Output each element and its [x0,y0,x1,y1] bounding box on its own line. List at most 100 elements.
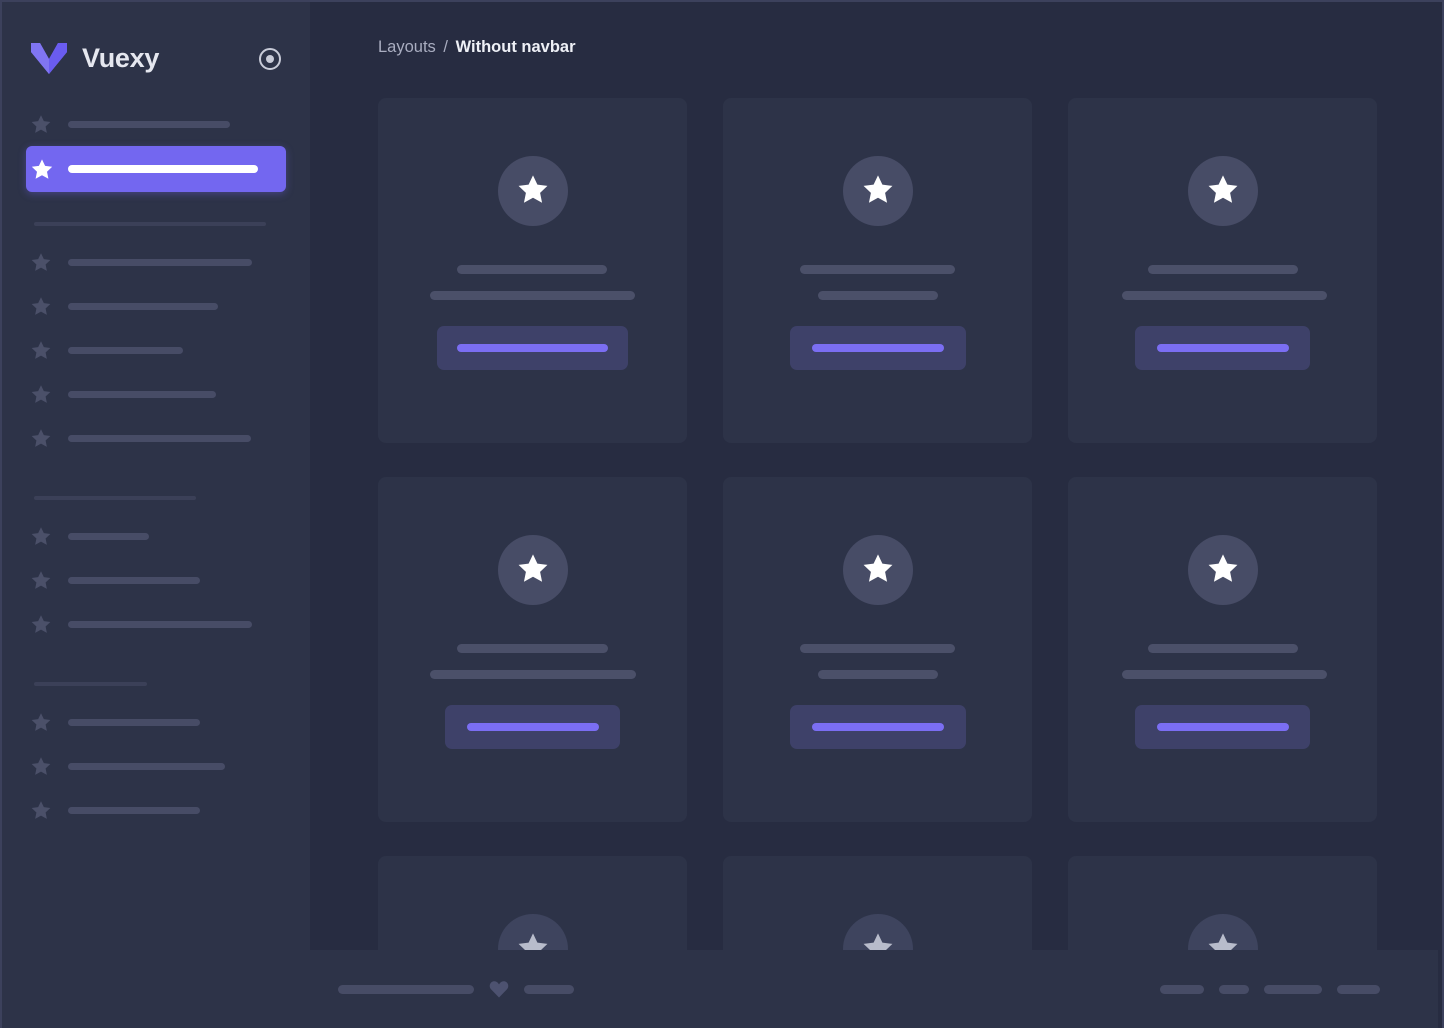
sidebar-spacer [2,646,310,682]
heart-icon [488,978,510,1000]
sidebar-brand[interactable]: Vuexy [2,2,310,114]
card-action-button-label [1156,344,1289,352]
content-area: Layouts / Without navbar [310,2,1442,1028]
sidebar-item-12[interactable] [2,558,310,602]
star-icon [30,569,52,591]
sidebar-item-label [68,346,183,354]
sidebar-item-label [68,532,149,540]
footer-text-placeholder-1 [338,984,474,994]
sidebar-spacer [2,686,310,700]
sidebar-item-label [68,258,252,266]
footer-right-links [1160,984,1380,994]
footer-link-placeholder-4[interactable] [1337,984,1380,994]
sidebar-item-0[interactable] [2,102,310,146]
card-action-button-label [466,723,599,731]
sidebar-item-13[interactable] [2,602,310,646]
card-subtitle-placeholder [1122,291,1327,300]
card-text-placeholders [723,265,1032,317]
card-title-placeholder [1148,265,1298,274]
content-card[interactable] [378,477,687,822]
star-icon [30,427,52,449]
sidebar-item-label [68,718,200,726]
avatar [497,535,568,605]
sidebar-item-label [68,762,225,770]
breadcrumb-parent[interactable]: Layouts [378,38,436,56]
sidebar-spacer [2,192,310,222]
sidebar-item-label [68,620,252,628]
breadcrumb: Layouts / Without navbar [378,38,576,57]
card-title-placeholder [457,644,608,653]
sidebar-item-label [68,120,230,128]
content-card[interactable] [378,98,687,443]
sidebar-item-label [68,302,218,310]
content-card[interactable] [1068,98,1377,443]
sidebar-item-18[interactable] [2,788,310,832]
card-subtitle-placeholder [1122,670,1327,679]
star-icon [1206,551,1240,590]
star-icon [30,295,52,317]
sidebar-section-header [34,496,196,500]
sidebar-item-1[interactable] [26,146,286,192]
card-text-placeholders [723,644,1032,696]
star-icon [861,551,895,590]
card-subtitle-placeholder [430,291,635,300]
star-icon [30,711,52,733]
footer-link-placeholder-1[interactable] [1160,984,1204,994]
star-icon [30,113,52,135]
star-icon [30,339,52,361]
sidebar-spacer [2,460,310,496]
card-title-placeholder [1148,644,1298,653]
card-action-button-label [457,344,608,352]
sidebar-item-7[interactable] [2,372,310,416]
sidebar-spacer [2,226,310,240]
footer-link-placeholder-3[interactable] [1264,984,1322,994]
sidebar-item-17[interactable] [2,744,310,788]
card-subtitle-placeholder [818,670,938,679]
card-subtitle-placeholder [430,670,636,679]
avatar [842,535,913,605]
sidebar-item-label [68,576,200,584]
card-title-placeholder [800,644,955,653]
star-icon [30,383,52,405]
star-icon [30,251,52,273]
footer-text-placeholder-2 [524,984,574,994]
star-icon [1206,172,1240,211]
breadcrumb-current: Without navbar [455,38,576,56]
avatar [1187,156,1258,226]
sidebar-item-label [68,806,200,814]
sidebar-item-4[interactable] [2,240,310,284]
card-text-placeholders [1068,265,1377,317]
sidebar-item-11[interactable] [2,514,310,558]
footer-bar [310,950,1438,1028]
sidebar-item-8[interactable] [2,416,310,460]
content-card[interactable] [723,477,1032,822]
star-icon [861,172,895,211]
card-action-button[interactable] [1135,326,1310,370]
card-action-button[interactable] [1135,705,1310,749]
avatar [1187,535,1258,605]
breadcrumb-separator: / [443,38,448,56]
footer-left-group [338,978,574,1000]
sidebar-item-6[interactable] [2,328,310,372]
sidebar-section-header [34,222,266,226]
card-action-button[interactable] [790,705,966,749]
star-icon [516,172,550,211]
sidebar-item-16[interactable] [2,700,310,744]
card-action-button[interactable] [437,326,628,370]
star-icon [516,551,550,590]
card-title-placeholder [800,265,955,274]
card-action-button[interactable] [790,326,966,370]
radio-circle-dot-icon[interactable] [257,46,283,72]
star-icon [30,755,52,777]
content-card[interactable] [723,98,1032,443]
content-card[interactable] [1068,477,1377,822]
footer-link-placeholder-2[interactable] [1219,984,1249,994]
card-text-placeholders [1068,644,1377,696]
vuexy-logo-icon [30,41,68,75]
sidebar-item-5[interactable] [2,284,310,328]
card-action-button-label [812,723,944,731]
card-action-button-label [812,344,944,352]
avatar [842,156,913,226]
card-subtitle-placeholder [818,291,938,300]
card-action-button[interactable] [445,705,620,749]
